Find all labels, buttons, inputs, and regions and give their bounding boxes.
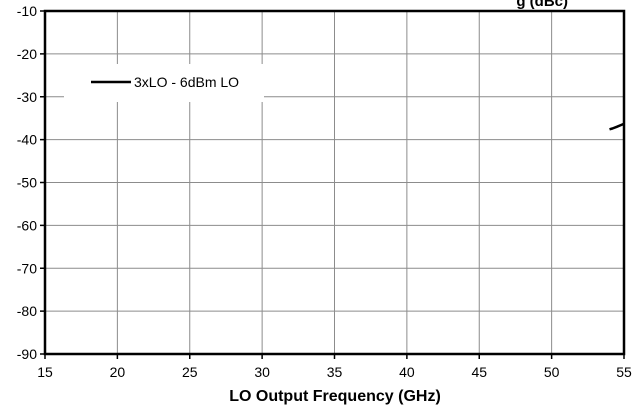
y-tick-label-2: -30: [17, 89, 37, 105]
x-tick-label-5: 40: [399, 364, 415, 380]
y-tick-label-6: -70: [17, 260, 37, 276]
y-tick-label-8: -90: [17, 346, 37, 362]
gridlines: [45, 11, 624, 354]
series-layer: [609, 122, 625, 131]
x-tick-label-7: 50: [544, 364, 560, 380]
x-tick-label-2: 25: [182, 364, 198, 380]
x-tick-label-4: 35: [327, 364, 343, 380]
y-tick-label-5: -60: [17, 217, 37, 233]
x-tick-label-1: 20: [110, 364, 126, 380]
legend: 3xLO - 6dBm LO: [91, 74, 239, 90]
y-axis-ticks: -10 -20 -30 -40 -50 -60 -70 -80 -90: [17, 3, 45, 362]
legend-label: 3xLO - 6dBm LO: [134, 74, 239, 90]
x-tick-label-6: 45: [471, 364, 487, 380]
x-axis-ticks: 15 20 25 30 35 40 45 50 55: [37, 354, 632, 380]
x-tick-label-0: 15: [37, 364, 53, 380]
y-tick-label-1: -20: [17, 46, 37, 62]
y-tick-label-0: -10: [17, 3, 37, 19]
series-line-0: [609, 122, 625, 131]
x-tick-label-3: 30: [254, 364, 270, 380]
y-tick-label-4: -50: [17, 175, 37, 191]
x-tick-label-8: 55: [616, 364, 632, 380]
chart-title: g (dBc): [516, 0, 568, 10]
x-axis-title: LO Output Frequency (GHz): [229, 388, 441, 405]
y-tick-label-7: -80: [17, 303, 37, 319]
y-tick-label-3: -40: [17, 132, 37, 148]
